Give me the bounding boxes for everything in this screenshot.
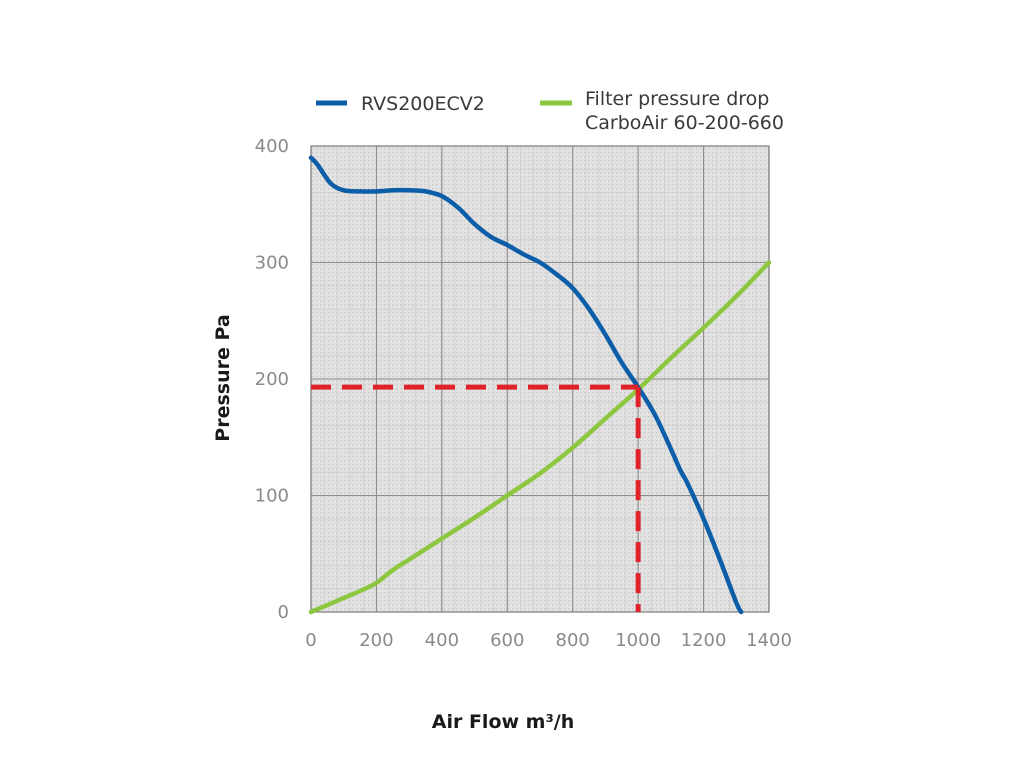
x-axis-title: Air Flow m³/h [432,711,575,733]
x-tick-label: 400 [425,630,459,651]
x-tick-label: 1000 [615,630,661,651]
y-tick-labels: 0 100 200 300 400 [255,136,289,623]
x-tick-labels: 0 200 400 600 800 1000 1200 1400 [305,630,792,651]
x-tick-label: 1400 [746,630,792,651]
y-tick-label: 300 [255,253,289,274]
series-layer [308,155,772,615]
x-tick-label: 600 [490,630,524,651]
series-line-rvs200ecv2 [308,155,744,615]
legend: RVS200ECV2 Filter pressure drop CarboAir… [316,88,784,134]
operating-point-lines [311,384,641,612]
y-tick-label: 400 [255,136,289,157]
x-tick-label: 200 [359,630,393,651]
series-line-filter-pressure-drop [308,260,772,615]
legend-label-filter-line1: Filter pressure drop [585,88,769,110]
x-tick-label: 1200 [681,630,727,651]
x-tick-label: 0 [305,630,316,651]
y-tick-label: 100 [255,486,289,507]
y-axis-title: Pressure Pa [212,314,234,441]
y-tick-label: 200 [255,369,289,390]
plot-frame [310,145,770,613]
y-tick-label: 0 [278,602,289,623]
legend-label-rvs200ecv2: RVS200ECV2 [361,93,485,115]
x-tick-label: 800 [556,630,590,651]
legend-label-filter-line2: CarboAir 60-200-660 [585,112,784,134]
